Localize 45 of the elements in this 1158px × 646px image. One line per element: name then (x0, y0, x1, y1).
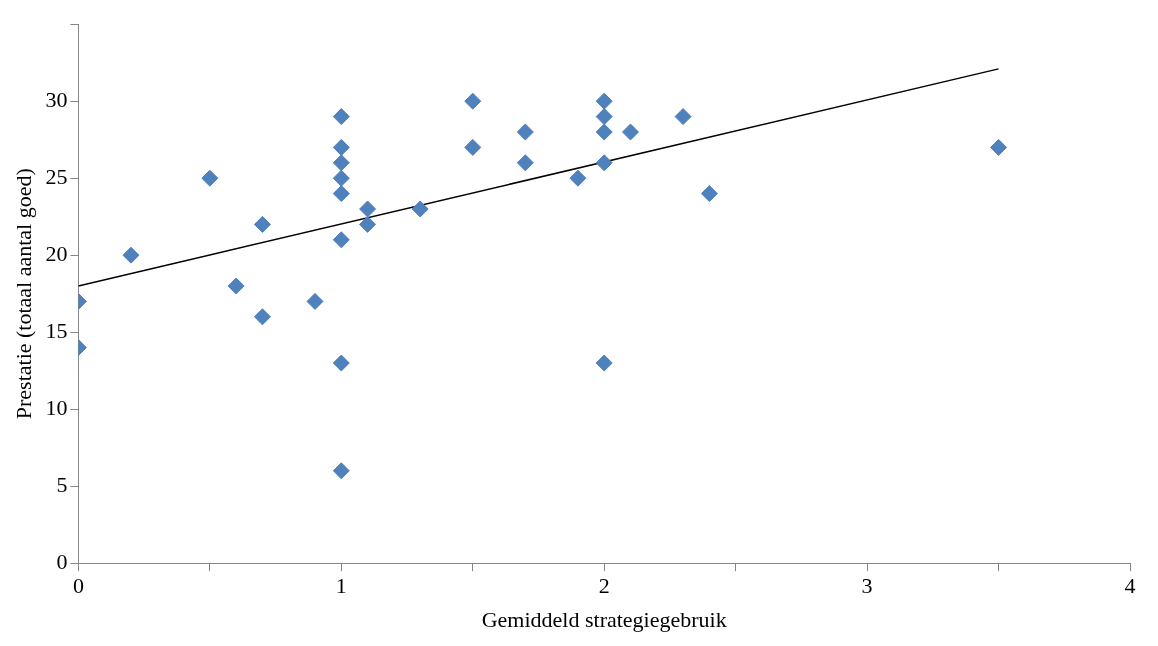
y-tick-label: 25 (45, 163, 68, 189)
point (253, 308, 271, 326)
point (332, 354, 350, 372)
y-axis-title: Prestatie (totaal aantal goed) (10, 168, 36, 420)
x-tick-label: 0 (72, 573, 84, 599)
y-tick-label: 5 (56, 471, 68, 497)
point (595, 92, 613, 110)
point (359, 200, 377, 218)
point (411, 200, 429, 218)
point (595, 154, 613, 172)
point (253, 215, 271, 233)
point (674, 108, 692, 126)
point (359, 215, 377, 233)
y-tick-label: 0 (56, 548, 68, 574)
point (332, 169, 350, 187)
point (332, 138, 350, 156)
point (201, 169, 219, 187)
point (464, 92, 482, 110)
y-tick-label: 10 (45, 394, 68, 420)
point (332, 462, 350, 480)
point (464, 138, 482, 156)
point (595, 108, 613, 126)
point (332, 108, 350, 126)
point (516, 123, 534, 141)
y-tick-label: 20 (45, 240, 68, 266)
x-tick-label: 3 (861, 573, 873, 599)
y-tick-label: 15 (45, 317, 68, 343)
point (595, 123, 613, 141)
x-axis-title: Gemiddeld strategiegebruik (481, 606, 727, 632)
point (122, 246, 140, 264)
x-tick-label: 4 (1124, 573, 1136, 599)
point (569, 169, 587, 187)
point (595, 354, 613, 372)
point (332, 185, 350, 203)
point (621, 123, 639, 141)
point (516, 154, 534, 172)
point (227, 277, 245, 295)
point (332, 154, 350, 172)
y-tick-label: 30 (45, 86, 68, 112)
point (700, 185, 718, 203)
point (332, 231, 350, 249)
point (990, 138, 1008, 156)
x-tick-label: 2 (598, 573, 610, 599)
point (306, 292, 324, 310)
x-tick-label: 1 (335, 573, 347, 599)
